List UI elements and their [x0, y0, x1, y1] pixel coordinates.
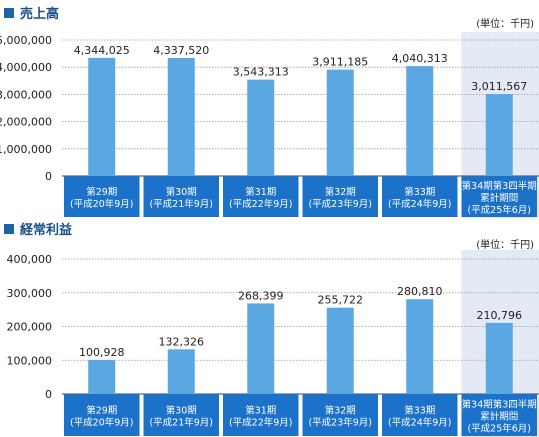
category-label: (平成25年6月): [467, 423, 531, 435]
bar: [485, 94, 513, 176]
category-box: [461, 176, 537, 217]
category-label: 累計期間: [480, 411, 518, 423]
value-label: 255,722: [318, 294, 364, 307]
sales-title-text: 売上高: [20, 7, 60, 22]
bar: [406, 299, 434, 394]
category-label: (平成25年6月): [467, 204, 531, 216]
bar: [88, 57, 116, 176]
value-label: 100,928: [79, 346, 125, 359]
category-box: [382, 394, 458, 436]
y-tick-label: 400,000: [7, 253, 53, 266]
category-label: (平成22年9月): [229, 417, 293, 429]
category-label: (平成21年9月): [149, 198, 213, 210]
category-label: 第29期: [86, 186, 117, 198]
category-box: [143, 176, 219, 217]
y-tick-label: 5,000,000: [0, 34, 52, 47]
y-tick-label: 4,000,000: [0, 61, 52, 74]
y-tick-label: 0: [45, 388, 52, 401]
y-tick-label: 0: [45, 170, 52, 183]
category-box: [64, 176, 140, 217]
y-tick-label: 2,000,000: [0, 116, 52, 129]
profit-chart: 0 100,000 200,000 300,000 400,000 100,928 132,…: [7, 250, 539, 437]
bar: [88, 359, 116, 394]
y-tick-label: 200,000: [7, 321, 53, 334]
category-label: (平成23年9月): [308, 198, 372, 210]
category-box: [302, 176, 378, 217]
category-label: (平成24年9月): [388, 417, 452, 429]
value-label: 3,011,567: [471, 80, 527, 93]
category-box: [223, 394, 299, 436]
bar: [167, 58, 195, 176]
category-box: [302, 394, 378, 436]
category-label: (平成23年9月): [308, 417, 372, 429]
value-label: 3,543,313: [233, 66, 289, 79]
bar: [326, 307, 354, 394]
category-label: 第34期第3四半期: [462, 180, 537, 192]
category-label: 累計期間: [480, 192, 518, 204]
bar: [485, 322, 513, 394]
profit-section-title: 経常利益: [4, 219, 72, 238]
bar: [247, 303, 275, 394]
category-box: [223, 176, 299, 217]
bar: [247, 79, 275, 176]
value-label: 268,399: [238, 289, 284, 302]
y-tick-label: 3,000,000: [0, 88, 52, 101]
category-label: 第33期: [404, 405, 435, 417]
y-tick-label: 300,000: [7, 287, 53, 300]
value-label: 132,326: [159, 335, 205, 348]
category-label: 第32期: [325, 405, 356, 417]
category-label: 第29期: [86, 405, 117, 417]
category-label: 第31期: [245, 186, 276, 198]
value-label: 280,810: [397, 285, 443, 298]
category-label: (平成22年9月): [229, 198, 293, 210]
category-box: [461, 394, 537, 436]
title-marker-icon: [4, 7, 14, 18]
bar: [406, 66, 434, 176]
profit-unit-label: (単位：千円): [476, 240, 534, 251]
category-label: 第30期: [166, 186, 197, 198]
category-label: (平成20年9月): [70, 417, 134, 429]
category-box: [143, 394, 219, 436]
y-tick-label: 100,000: [7, 354, 53, 367]
category-box: [64, 394, 140, 436]
category-label: 第33期: [404, 186, 435, 198]
value-label: 4,344,025: [74, 44, 130, 57]
value-label: 210,796: [477, 309, 523, 322]
profit-title-text: 経常利益: [20, 223, 73, 238]
category-label: 第32期: [325, 186, 356, 198]
title-marker-icon: [4, 223, 14, 234]
category-box: [382, 176, 458, 217]
sales-unit-label: (単位：千円): [476, 19, 534, 30]
category-label: 第31期: [245, 405, 276, 417]
category-label: (平成24年9月): [388, 198, 452, 210]
category-label: 第30期: [166, 405, 197, 417]
sales-chart: 0 1,000,000 2,000,000 3,000,000 4,000,000 5,0…: [0, 32, 539, 218]
sales-section-title: 売上高: [4, 3, 59, 22]
category-label: 第34期第3四半期: [462, 399, 537, 411]
value-label: 4,337,520: [153, 44, 209, 57]
bar: [167, 349, 195, 394]
value-label: 3,911,185: [312, 56, 368, 69]
category-label: (平成20年9月): [70, 198, 134, 210]
value-label: 4,040,313: [392, 52, 448, 65]
bar: [326, 69, 354, 176]
category-label: (平成21年9月): [149, 417, 213, 429]
y-tick-label: 1,000,000: [0, 143, 52, 156]
